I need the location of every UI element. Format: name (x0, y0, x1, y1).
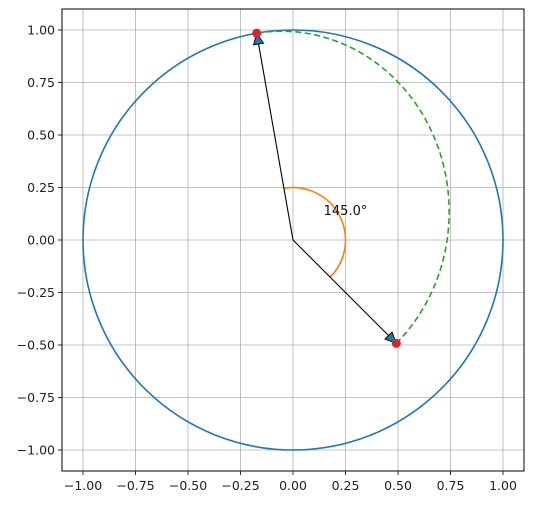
plot-data (82, 28, 504, 451)
x-tick-label: 0.00 (279, 478, 307, 493)
angle-arc (283, 186, 347, 278)
x-tick-label: −1.00 (64, 478, 102, 493)
x-tick-label: −0.25 (221, 478, 259, 493)
y-tick-label: −0.75 (17, 390, 55, 405)
y-tick-label: −0.50 (17, 338, 55, 353)
axis-ticks: −1.00 −0.75 −0.50 −0.25 0.00 0.25 0.50 0.75 1.00… (17, 23, 517, 494)
endpoint-marker-2 (252, 28, 262, 38)
x-tick-label: −0.75 (116, 478, 154, 493)
y-tick-label: 0.75 (27, 75, 55, 90)
x-tick-label: −0.50 (169, 478, 207, 493)
y-tick-label: 0.25 (27, 180, 55, 195)
y-tick-label: 0.00 (27, 233, 55, 248)
x-tick-label: 0.50 (384, 478, 412, 493)
x-tick-label: 0.25 (332, 478, 360, 493)
y-tick-label: 1.00 (27, 23, 55, 38)
x-tick-label: 0.75 (437, 478, 465, 493)
unit-circle (82, 29, 504, 451)
y-tick-label: 0.50 (27, 128, 55, 143)
vector-2-shaft (258, 43, 294, 241)
y-tick-label: −1.00 (17, 443, 55, 458)
vector-1-shaft (292, 239, 389, 336)
endpoint-marker-1 (391, 338, 401, 348)
y-tick-label: −0.25 (17, 285, 55, 300)
angle-annotation-label: 145.0° (324, 204, 368, 219)
dashed-arc (256, 30, 450, 344)
x-tick-label: 1.00 (489, 478, 517, 493)
